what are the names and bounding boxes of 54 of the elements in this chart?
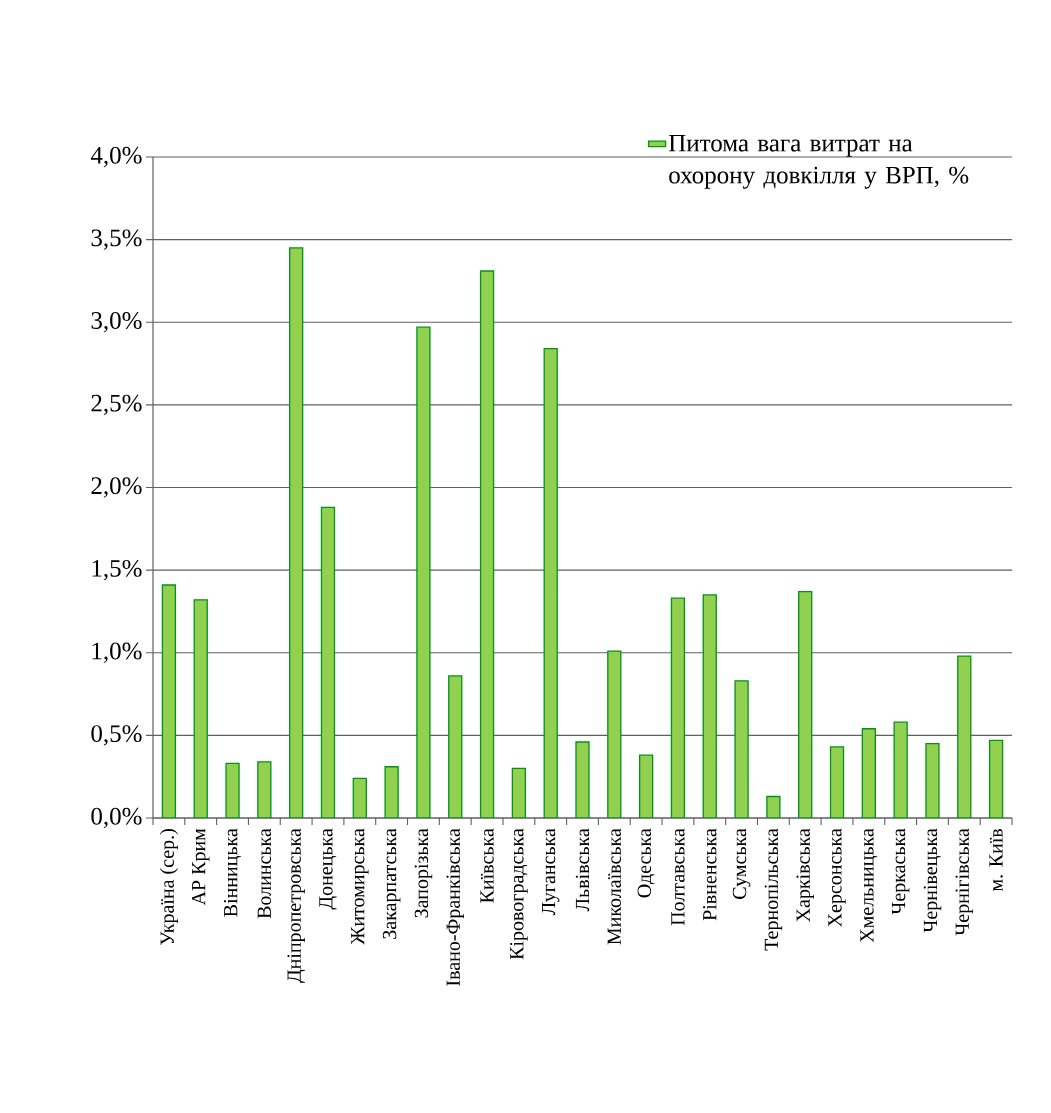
x-tick-label: Херсонська bbox=[828, 828, 846, 927]
x-tick-label: Рівненська bbox=[703, 828, 717, 921]
x-tick-label: Чернігівська bbox=[955, 828, 974, 936]
x-tick-label: Одеська bbox=[637, 828, 655, 898]
bar bbox=[543, 348, 558, 818]
x-tick-label: Чернівецька bbox=[923, 828, 942, 933]
bar bbox=[702, 594, 717, 818]
x-tick-label: Львівська bbox=[575, 828, 590, 912]
bar bbox=[193, 599, 208, 818]
y-tick-label: 1,0% bbox=[92, 642, 142, 663]
bar bbox=[607, 650, 622, 818]
y-tick-label: 2,5% bbox=[91, 394, 142, 416]
x-tick-label: Полтавська bbox=[671, 828, 685, 926]
bar bbox=[798, 590, 813, 818]
y-tick-label: 1,5% bbox=[92, 559, 142, 581]
x-tick-label: Закарпатська bbox=[382, 828, 401, 939]
y-tick-label: 4,0% bbox=[90, 146, 142, 168]
x-tick-label: Вінницька bbox=[223, 828, 242, 917]
x-tick-label: м. Київ bbox=[989, 828, 1003, 892]
y-tick-label: 3,5% bbox=[91, 229, 142, 250]
bar bbox=[861, 728, 876, 818]
bar bbox=[893, 721, 908, 818]
x-tick-label: Тернопільська bbox=[764, 828, 783, 951]
x-tick-label: Київська bbox=[480, 828, 494, 903]
x-tick-label: Волинська bbox=[257, 828, 272, 919]
y-tick-label: 2,0% bbox=[91, 477, 142, 498]
x-tick-label: АР Крим bbox=[191, 828, 210, 906]
x-tick-label: Запорізька bbox=[414, 828, 433, 918]
x-tick-label: Житомирська bbox=[351, 828, 369, 945]
x-tick-label: Луганська bbox=[541, 828, 560, 916]
bar bbox=[670, 597, 686, 818]
y-tick-label: 3,0% bbox=[91, 312, 142, 333]
x-tick-label: Хмельницька bbox=[860, 828, 878, 943]
bar bbox=[638, 754, 654, 818]
y-tick-label: 0,5% bbox=[91, 725, 142, 746]
bar bbox=[161, 584, 177, 818]
bar bbox=[829, 746, 845, 818]
bar bbox=[448, 675, 463, 818]
legend-label: Питома вага витрат на охорону довкілля у ВРП, % bbox=[668, 134, 969, 189]
x-tick-label: Дніпропетровська bbox=[287, 828, 305, 983]
x-tick-label: Миколаївська bbox=[607, 828, 621, 945]
y-tick-label: 0,0% bbox=[91, 807, 142, 829]
x-tick-label: Кіровоградська bbox=[510, 828, 528, 960]
x-tick-label: Івано-Франківська bbox=[446, 828, 464, 986]
bar bbox=[988, 739, 1004, 818]
bar bbox=[957, 655, 972, 818]
bar bbox=[320, 506, 336, 818]
x-tick-label: Харківська bbox=[796, 828, 814, 922]
x-tick-label: Донецька bbox=[319, 828, 337, 910]
bar bbox=[479, 270, 495, 818]
bar bbox=[289, 247, 304, 818]
x-tick-label: Україна (сер.) bbox=[159, 829, 178, 946]
x-tick-label: Сумська bbox=[732, 828, 751, 899]
x-tick-label: Черкаська bbox=[891, 828, 910, 915]
